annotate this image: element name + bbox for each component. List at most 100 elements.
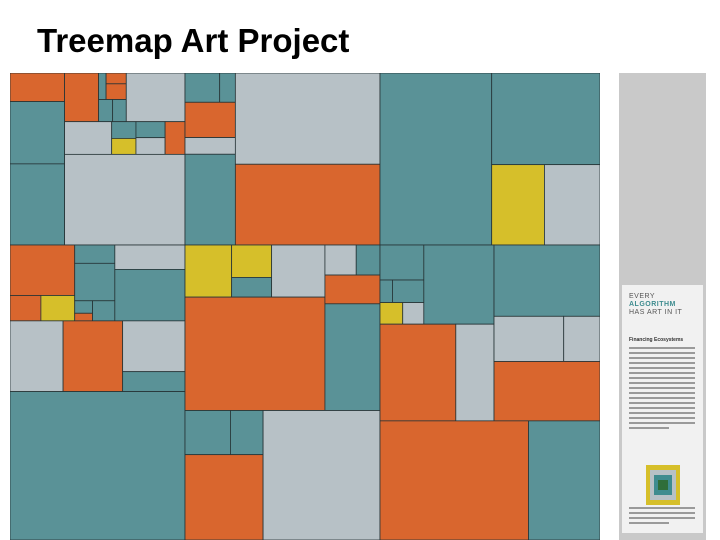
treemap-cell [423, 244, 495, 325]
treemap-cell [379, 420, 529, 540]
treemap-cell [10, 163, 66, 246]
treemap-cell [64, 73, 100, 123]
treemap-cell [64, 153, 186, 246]
treemap-cell [114, 269, 186, 322]
treemap-cell [10, 295, 42, 322]
text-line [629, 512, 695, 514]
treemap-cell [355, 244, 381, 276]
treemap-cell [122, 371, 186, 392]
treemap-cell [10, 391, 186, 540]
treemap-cell [379, 73, 493, 246]
treemap-cell [74, 300, 93, 314]
treemap-cell [114, 244, 186, 270]
treemap-cell [125, 73, 186, 123]
treemap-cell [184, 101, 236, 138]
treemap-cell [379, 302, 404, 325]
text-line [629, 382, 695, 384]
treemap-cell [64, 121, 113, 155]
treemap-cell [74, 244, 116, 264]
treemap-cell [40, 295, 76, 322]
treemap-cell [493, 361, 600, 422]
treemap-cell [528, 420, 600, 540]
text-line [629, 522, 669, 524]
text-line [629, 367, 695, 369]
poster-heading: Financing Ecosystems [629, 337, 684, 343]
treemap-cell [112, 99, 127, 123]
text-line [629, 362, 695, 364]
treemap-cell [544, 164, 600, 246]
treemap-cell [105, 73, 127, 85]
treemap-cell [74, 262, 116, 302]
text-line [629, 412, 695, 414]
treemap-cell [184, 410, 231, 456]
treemap-cell [324, 244, 357, 276]
text-line [629, 407, 695, 409]
text-line [629, 377, 695, 379]
text-line [629, 387, 695, 389]
treemap-cell [10, 244, 76, 296]
text-line [629, 372, 695, 374]
treemap-cell [379, 244, 425, 281]
treemap-cell [402, 302, 425, 325]
treemap-cell [111, 138, 137, 155]
treemap-cell [324, 274, 381, 305]
treemap-cell [74, 312, 93, 322]
poster-panel: EVERY ALGORITHM HAS ART IN IT Financing … [619, 73, 706, 540]
treemap-cell [111, 121, 137, 139]
treemap-cell [493, 315, 565, 362]
treemap-cell [92, 300, 116, 322]
treemap-cell [184, 244, 233, 298]
text-line [629, 392, 695, 394]
treemap-cell [184, 296, 326, 411]
treemap-cell [262, 410, 381, 540]
treemap-cell [184, 454, 264, 540]
treemap-cell [563, 315, 600, 362]
poster-icon [646, 465, 680, 505]
treemap-cell [164, 121, 186, 155]
logo-line: ALGORITHM [629, 301, 676, 308]
text-line [629, 352, 695, 354]
icon-square [658, 480, 668, 490]
treemap-cell [271, 244, 326, 298]
text-line [629, 347, 695, 349]
treemap-cell [184, 153, 236, 246]
treemap-cell [135, 121, 166, 139]
treemap-cell [493, 244, 600, 317]
treemap-art [10, 73, 600, 540]
treemap-cell [122, 320, 186, 373]
treemap-cell [455, 323, 495, 422]
treemap-cell [491, 164, 545, 246]
treemap-cell [234, 73, 381, 165]
treemap-cell [491, 73, 600, 166]
text-line [629, 507, 695, 509]
text-line [629, 517, 695, 519]
treemap-cell [135, 137, 166, 155]
text-line [629, 397, 695, 399]
slide-title: Treemap Art Project [37, 22, 350, 59]
treemap-cell [10, 73, 66, 102]
treemap-cell [184, 137, 236, 155]
treemap-cell [184, 73, 221, 103]
treemap-cell [62, 320, 124, 392]
treemap-cell [10, 320, 64, 392]
treemap-cell [379, 323, 457, 422]
poster-card: EVERY ALGORITHM HAS ART IN IT Financing … [622, 285, 703, 533]
treemap-cell [98, 99, 114, 123]
treemap-cell [230, 410, 264, 456]
text-line [629, 422, 695, 424]
treemap-cell [231, 244, 273, 278]
treemap-cell [392, 279, 425, 303]
logo-line: HAS ART IN IT [629, 309, 683, 316]
text-line [629, 427, 669, 429]
logo-line: EVERY [629, 293, 656, 300]
treemap-cell [10, 101, 66, 165]
text-line [629, 402, 695, 404]
treemap-cell [231, 277, 273, 298]
treemap-cell [234, 163, 381, 246]
treemap-cell [105, 83, 127, 100]
treemap-cell [379, 279, 393, 303]
text-line [629, 417, 695, 419]
treemap-cell [219, 73, 236, 103]
treemap-cell [324, 303, 381, 411]
